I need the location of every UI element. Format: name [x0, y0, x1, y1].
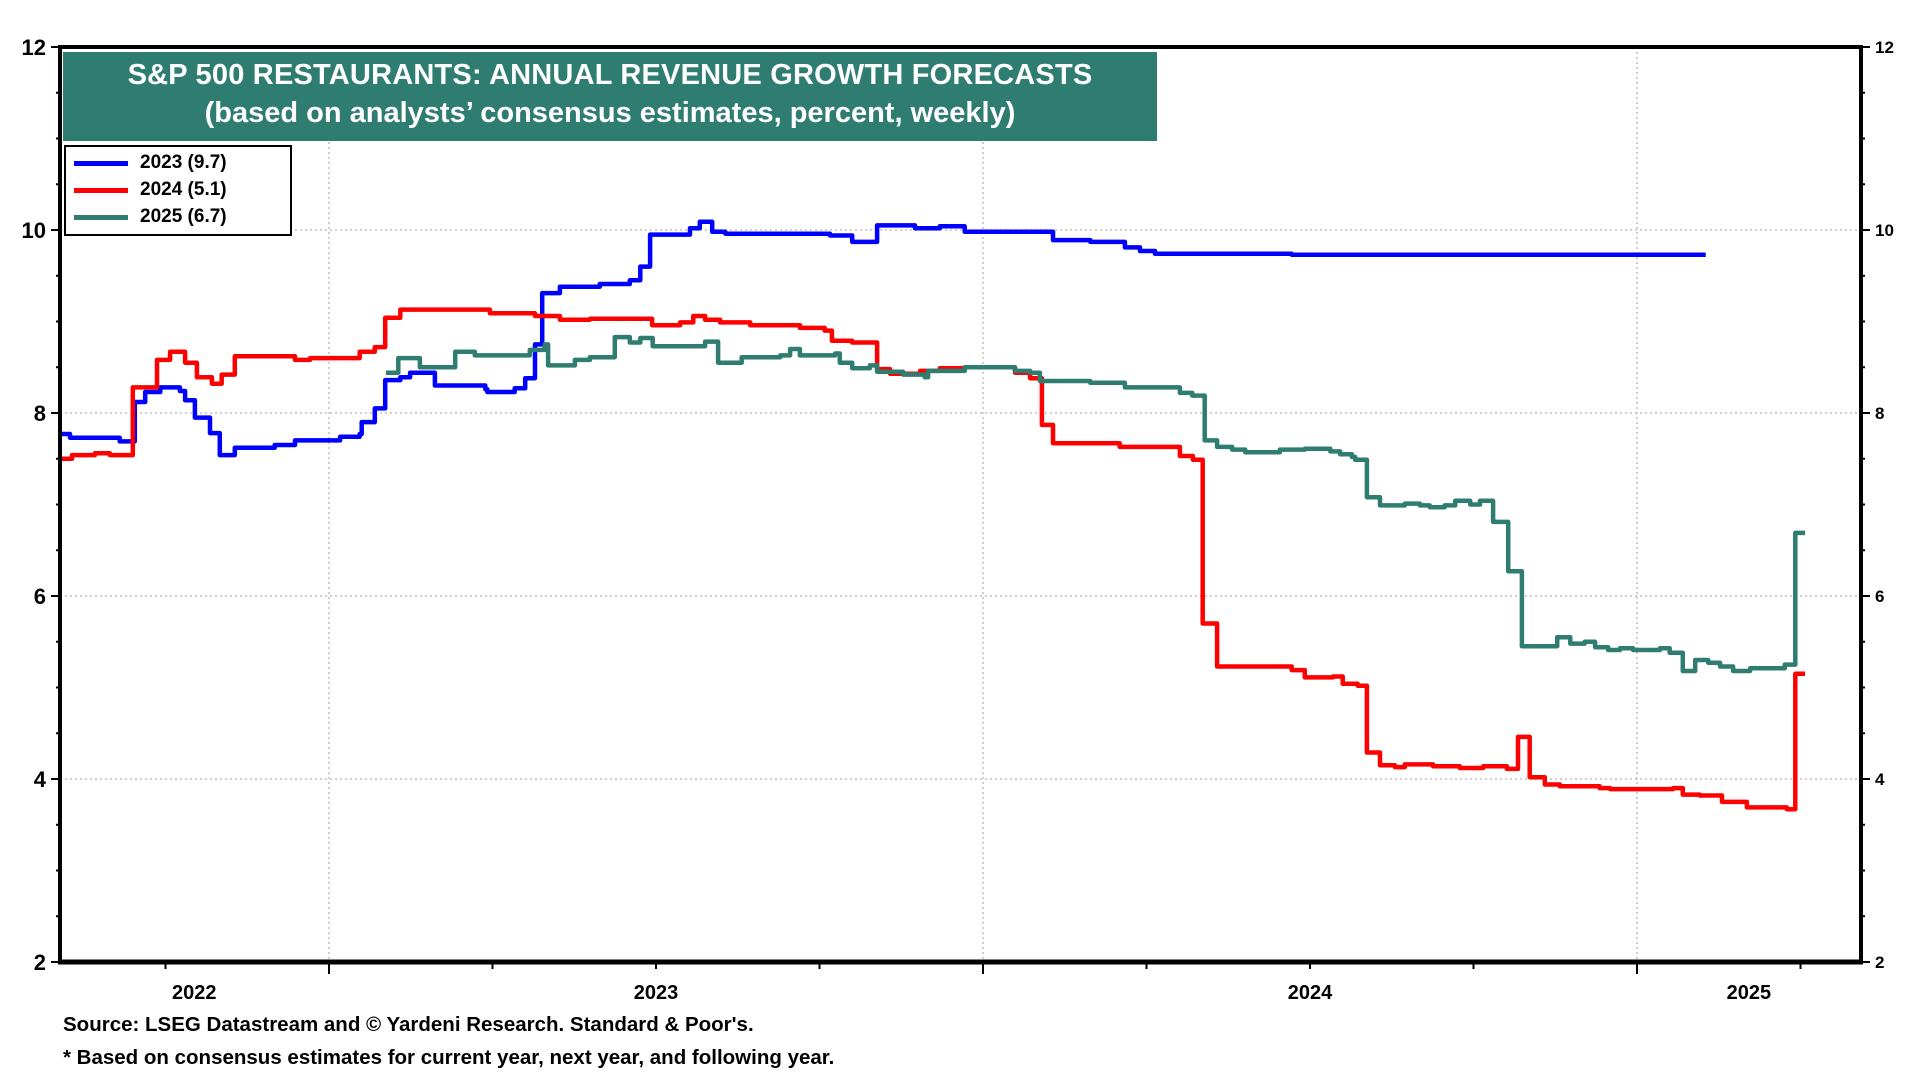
legend: 2023 (9.7) 2024 (5.1) 2025 (6.7)	[64, 145, 292, 236]
gridlines	[60, 47, 1861, 962]
y-tick-label-left: 2	[34, 950, 46, 975]
y-tick-label-left: 8	[34, 401, 46, 426]
y-tick-label-left: 6	[34, 584, 46, 609]
y-tick-label-right: 8	[1875, 404, 1884, 423]
legend-label-2023: 2023 (9.7)	[140, 152, 227, 173]
legend-item-2023: 2023 (9.7)	[74, 152, 227, 174]
y-tick-label-right: 6	[1875, 587, 1884, 606]
footnote: * Based on consensus estimates for curre…	[63, 1046, 835, 1069]
y-tick-label-left: 12	[22, 35, 46, 60]
chart-subtitle: (based on analysts’ consensus estimates,…	[204, 97, 1016, 129]
chart-title: S&P 500 RESTAURANTS: ANNUAL REVENUE GROW…	[127, 59, 1093, 91]
series-group	[60, 219, 1806, 812]
legend-swatch-2023	[74, 160, 128, 166]
series-line-2024	[60, 307, 1806, 812]
source-note: Source: LSEG Datastream and © Yardeni Re…	[63, 1013, 754, 1036]
x-tick-label-2023: 2023	[634, 982, 679, 1004]
legend-swatch-2025	[74, 214, 128, 220]
y-tick-label-left: 4	[34, 767, 47, 792]
legend-swatch-2024	[74, 187, 128, 193]
series-line-2025	[385, 334, 1806, 674]
x-tick-label-2025: 2025	[1727, 982, 1772, 1004]
legend-label-2024: 2024 (5.1)	[140, 179, 227, 200]
x-tick-label-2024: 2024	[1288, 982, 1333, 1004]
legend-item-2024: 2024 (5.1)	[74, 179, 227, 201]
legend-label-2025: 2025 (6.7)	[140, 206, 227, 227]
y-tick-label-left: 10	[22, 218, 46, 243]
y-tick-label-right: 10	[1875, 221, 1894, 240]
ticks: 2 4 6 8 10 12 2 4 6 8 10 12 2022 2023 2024 2025	[22, 35, 1894, 1004]
x-tick-label-2022: 2022	[172, 982, 217, 1004]
series-line-2023	[60, 219, 1706, 458]
legend-item-2025: 2025 (6.7)	[74, 206, 227, 228]
y-tick-label-right: 4	[1875, 770, 1885, 789]
y-tick-label-right: 2	[1875, 953, 1884, 972]
y-tick-label-right: 12	[1875, 38, 1894, 57]
chart-title-box: S&P 500 RESTAURANTS: ANNUAL REVENUE GROW…	[63, 52, 1157, 141]
